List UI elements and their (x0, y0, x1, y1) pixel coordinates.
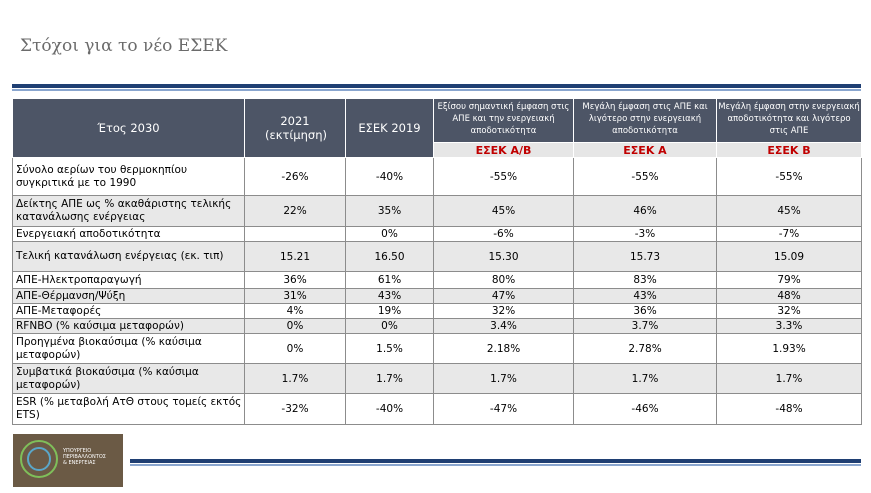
cell-scenario-b: 1.7% (716, 363, 862, 394)
cell-scenario-a: 3.7% (573, 318, 717, 334)
header-scenario-b-desc: Μεγάλη έμφαση στην ενεργειακή αποδοτικότ… (716, 98, 862, 143)
table-row: ΑΠΕ-Μεταφορές 4% 19% 32% 36% 32% (12, 303, 862, 319)
cell-scenario-b: 45% (716, 195, 862, 227)
cell-2021 (244, 226, 346, 242)
cell-scenario-ab: -6% (433, 226, 574, 242)
row-label: Ενεργειακή αποδοτικότητα (12, 226, 245, 242)
cell-esek-2019: -40% (345, 157, 434, 196)
cell-2021: 4% (244, 303, 346, 319)
row-label: RFNBO (% καύσιμα μεταφορών) (12, 318, 245, 334)
cell-scenario-a: 43% (573, 288, 717, 304)
cell-2021: 1.7% (244, 363, 346, 394)
cell-scenario-b: 32% (716, 303, 862, 319)
cell-esek-2019: 35% (345, 195, 434, 227)
row-label: ΑΠΕ-Μεταφορές (12, 303, 245, 319)
logo-emblem-icon (20, 440, 58, 478)
row-label: Σύνολο αερίων του θερμοκηπίου συγκριτικά… (12, 157, 245, 196)
bottom-divider-light (130, 464, 861, 466)
bottom-divider-dark (130, 459, 861, 463)
logo-emblem-inner-icon (27, 447, 51, 471)
cell-scenario-b: -7% (716, 226, 862, 242)
cell-scenario-b: -55% (716, 157, 862, 196)
cell-2021: 36% (244, 271, 346, 289)
logo-line-3: & ΕΝΕΡΓΕΙΑΣ (63, 460, 96, 466)
cell-esek-2019: 16.50 (345, 241, 434, 272)
cell-scenario-b: -48% (716, 393, 862, 425)
table-row: Δείκτης ΑΠΕ ως % ακαθάριστης τελικής κατ… (12, 195, 862, 227)
slide-title: Στόχοι για το νέο ΕΣΕΚ (20, 36, 228, 56)
cell-scenario-ab: 32% (433, 303, 574, 319)
ministry-logo: ΥΠΟΥΡΓΕΙΟ ΠΕΡΙΒΑΛΛΟΝΤΟΣ & ΕΝΕΡΓΕΙΑΣ (13, 434, 123, 487)
cell-esek-2019: 0% (345, 226, 434, 242)
cell-esek-2019: 19% (345, 303, 434, 319)
header-scenario-ab-desc: Εξίσου σημαντική έμφαση στις ΑΠΕ και την… (433, 98, 574, 143)
cell-scenario-b: 15.09 (716, 241, 862, 272)
cell-2021: 22% (244, 195, 346, 227)
cell-scenario-b: 3.3% (716, 318, 862, 334)
header-year: Έτος 2030 (12, 98, 245, 158)
cell-scenario-b: 79% (716, 271, 862, 289)
targets-table: Έτος 2030 2021 (εκτίμηση) ΕΣΕΚ 2019 Εξίσ… (12, 98, 862, 425)
table-row: Συμβατικά βιοκαύσιμα (% καύσιμα μεταφορώ… (12, 363, 862, 394)
header-esek-2019: ΕΣΕΚ 2019 (345, 98, 434, 158)
cell-scenario-a: 1.7% (573, 363, 717, 394)
cell-scenario-ab: 80% (433, 271, 574, 289)
row-label: Τελική κατανάλωση ενέργειας (εκ. τιπ) (12, 241, 245, 272)
row-label: ΑΠΕ-Θέρμανση/Ψύξη (12, 288, 245, 304)
header-scenario-a-desc: Μεγάλη έμφαση στις ΑΠΕ και λιγότερο στην… (573, 98, 717, 143)
table-row: ΑΠΕ-Θέρμανση/Ψύξη 31% 43% 47% 43% 48% (12, 288, 862, 304)
row-label: ΑΠΕ-Ηλεκτροπαραγωγή (12, 271, 245, 289)
cell-scenario-ab: -55% (433, 157, 574, 196)
cell-scenario-ab: 47% (433, 288, 574, 304)
cell-scenario-ab: 3.4% (433, 318, 574, 334)
table-row: ESR (% μεταβολή ΑτΘ στους τομείς εκτός E… (12, 393, 862, 425)
cell-esek-2019: 1.7% (345, 363, 434, 394)
row-label: ESR (% μεταβολή ΑτΘ στους τομείς εκτός E… (12, 393, 245, 425)
top-divider-light (12, 89, 861, 91)
row-label: Δείκτης ΑΠΕ ως % ακαθάριστης τελικής κατ… (12, 195, 245, 227)
logo-line-1: ΥΠΟΥΡΓΕΙΟ (63, 448, 92, 454)
table-row: RFNBO (% καύσιμα μεταφορών) 0% 0% 3.4% 3.7% 3… (12, 318, 862, 334)
table-row: Ενεργειακή αποδοτικότητα 0% -6% -3% -7% (12, 226, 862, 242)
header-scenario-a: ΕΣΕΚ Α (573, 142, 717, 158)
cell-scenario-a: 83% (573, 271, 717, 289)
header-scenario-ab: ΕΣΕΚ Α/Β (433, 142, 574, 158)
table-row: ΑΠΕ-Ηλεκτροπαραγωγή 36% 61% 80% 83% 79% (12, 271, 862, 289)
row-label: Προηγμένα βιοκαύσιμα (% καύσιμα μεταφορώ… (12, 333, 245, 364)
cell-scenario-a: 46% (573, 195, 717, 227)
cell-2021: 0% (244, 318, 346, 334)
cell-scenario-b: 1.93% (716, 333, 862, 364)
cell-scenario-a: -46% (573, 393, 717, 425)
cell-scenario-ab: -47% (433, 393, 574, 425)
logo-text: ΥΠΟΥΡΓΕΙΟ ΠΕΡΙΒΑΛΛΟΝΤΟΣ & ΕΝΕΡΓΕΙΑΣ (63, 448, 106, 466)
header-scenario-b: ΕΣΕΚ Β (716, 142, 862, 158)
cell-scenario-a: -55% (573, 157, 717, 196)
cell-scenario-ab: 2.18% (433, 333, 574, 364)
cell-scenario-ab: 1.7% (433, 363, 574, 394)
cell-esek-2019: -40% (345, 393, 434, 425)
cell-scenario-ab: 45% (433, 195, 574, 227)
table-row: Τελική κατανάλωση ενέργειας (εκ. τιπ) 15.… (12, 241, 862, 272)
cell-2021: 15.21 (244, 241, 346, 272)
cell-esek-2019: 43% (345, 288, 434, 304)
table-row: Σύνολο αερίων του θερμοκηπίου συγκριτικά… (12, 157, 862, 196)
row-label: Συμβατικά βιοκαύσιμα (% καύσιμα μεταφορώ… (12, 363, 245, 394)
top-divider-dark (12, 84, 861, 88)
cell-esek-2019: 1.5% (345, 333, 434, 364)
cell-scenario-a: 2.78% (573, 333, 717, 364)
cell-2021: 31% (244, 288, 346, 304)
cell-scenario-a: 15.73 (573, 241, 717, 272)
cell-2021: -32% (244, 393, 346, 425)
cell-scenario-a: -3% (573, 226, 717, 242)
cell-esek-2019: 61% (345, 271, 434, 289)
cell-2021: -26% (244, 157, 346, 196)
cell-scenario-ab: 15.30 (433, 241, 574, 272)
logo-line-2: ΠΕΡΙΒΑΛΛΟΝΤΟΣ (63, 454, 106, 460)
cell-2021: 0% (244, 333, 346, 364)
cell-scenario-b: 48% (716, 288, 862, 304)
header-2021: 2021 (εκτίμηση) (244, 98, 346, 158)
cell-esek-2019: 0% (345, 318, 434, 334)
table-row: Προηγμένα βιοκαύσιμα (% καύσιμα μεταφορώ… (12, 333, 862, 364)
cell-scenario-a: 36% (573, 303, 717, 319)
